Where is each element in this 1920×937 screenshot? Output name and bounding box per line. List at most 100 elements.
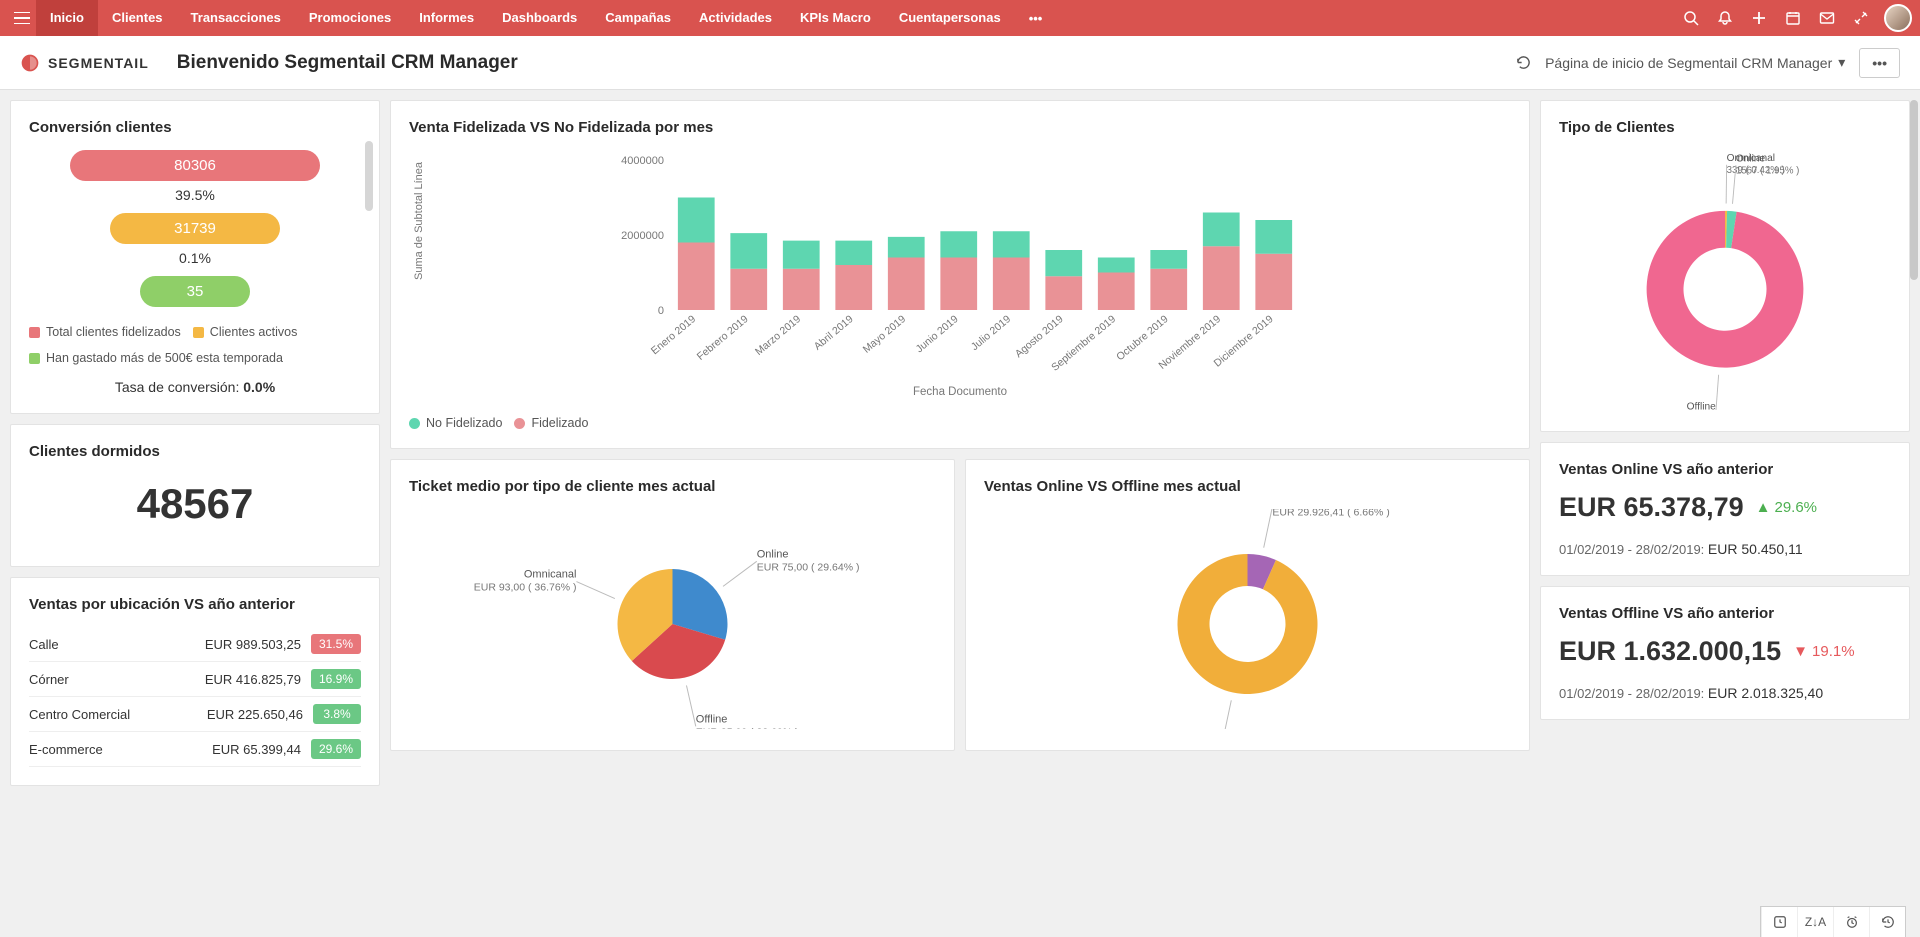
- logo-icon: [20, 53, 40, 73]
- nav-item-cuentapersonas[interactable]: Cuentapersonas: [885, 0, 1015, 36]
- svg-text:2000000: 2000000: [621, 230, 664, 242]
- tools-icon[interactable]: [1846, 3, 1876, 33]
- dashboard-content: Conversión clientes 80306 39.5% 31739 0.1% 3…: [0, 90, 1920, 937]
- conversion-bar-2: 35: [140, 276, 250, 307]
- svg-text:EUR 29.926,41 ( 6.66% ): EUR 29.926,41 ( 6.66% ): [1272, 509, 1389, 519]
- nav-item-informes[interactable]: Informes: [405, 0, 488, 36]
- bar-legend-1: Fidelizado: [514, 416, 588, 430]
- toolbar-sort-icon[interactable]: Z↓A: [1797, 907, 1833, 937]
- sleeping-title: Clientes dormidos: [29, 443, 361, 460]
- kpi-online-delta-value: 29.6%: [1774, 499, 1817, 516]
- menu-icon[interactable]: [8, 4, 36, 32]
- card-ticket-pie: Ticket medio por tipo de cliente mes act…: [390, 459, 955, 751]
- card-locations: Ventas por ubicación VS año anterior Cal…: [10, 577, 380, 786]
- page-title: Bienvenido Segmentail CRM Manager: [177, 52, 518, 74]
- home-page-label: Página de inicio de Segmentail CRM Manag…: [1545, 55, 1832, 71]
- card-kpi-online: Ventas Online VS año anterior EUR 65.378…: [1540, 442, 1910, 576]
- kpi-offline-value: EUR 1.632.000,15: [1559, 636, 1781, 667]
- card-conversion: Conversión clientes 80306 39.5% 31739 0.1% 3…: [10, 100, 380, 414]
- x-axis-label: Fecha Documento: [409, 386, 1511, 398]
- nav-item-kpis macro[interactable]: KPIs Macro: [786, 0, 885, 36]
- nav-item-transacciones[interactable]: Transacciones: [177, 0, 295, 36]
- bar-legend-0: No Fidelizado: [409, 416, 502, 430]
- nav-item-campañas[interactable]: Campañas: [591, 0, 685, 36]
- y-axis-label: Suma de Subtotal Línea: [413, 162, 425, 280]
- tipo-title: Tipo de Clientes: [1559, 119, 1891, 136]
- nav-more-button[interactable]: •••: [1015, 11, 1057, 26]
- brand-text: SEGMENTAIL: [48, 55, 149, 71]
- monthly-chart-title: Venta Fidelizada VS No Fidelizada por me…: [409, 119, 1511, 136]
- locations-title: Ventas por ubicación VS año anterior: [29, 596, 361, 613]
- conversion-legend-2: Han gastado más de 500€ esta temporada: [29, 351, 283, 365]
- ventas-donut-chart: OnlineEUR 29.926,41 ( 6.66% )OfflineEUR …: [984, 509, 1511, 729]
- page-scrollbar[interactable]: [1910, 100, 1918, 280]
- stacked-bar-chart: 020000004000000Enero 2019Febrero 2019Mar…: [409, 150, 1511, 380]
- kpi-online-value: EUR 65.378,79: [1559, 492, 1744, 523]
- sleeping-value: 48567: [29, 480, 361, 528]
- calendar-icon[interactable]: [1778, 3, 1808, 33]
- kpi-online-prev: EUR 50.450,11: [1708, 541, 1803, 557]
- card-ventas-donut: Ventas Online VS Offline mes actual Onli…: [965, 459, 1530, 751]
- nav-item-inicio[interactable]: Inicio: [36, 0, 98, 36]
- nav-item-actividades[interactable]: Actividades: [685, 0, 786, 36]
- svg-text:Online: Online: [1736, 154, 1766, 165]
- conversion-pct-1: 0.1%: [29, 250, 361, 266]
- conversion-rate-value: 0.0%: [243, 379, 275, 395]
- kpi-offline-period: 01/02/2019 - 28/02/2019:: [1559, 686, 1704, 701]
- home-page-selector[interactable]: Página de inicio de Segmentail CRM Manag…: [1545, 54, 1845, 71]
- svg-text:Agosto 2019: Agosto 2019: [1013, 313, 1066, 360]
- conversion-legend-1: Clientes activos: [193, 325, 298, 339]
- conversion-title: Conversión clientes: [29, 119, 361, 136]
- conversion-rate-label: Tasa de conversión:: [115, 379, 243, 395]
- chevron-down-icon: ▾: [1838, 54, 1845, 71]
- user-avatar[interactable]: [1884, 4, 1912, 32]
- top-nav: InicioClientesTransaccionesPromocionesIn…: [0, 0, 1920, 36]
- svg-text:Marzo 2019: Marzo 2019: [753, 313, 803, 358]
- toolbar-alarm-icon[interactable]: [1833, 907, 1869, 937]
- location-row-3: E-commerceEUR 65.399,4429.6%: [29, 732, 361, 767]
- toolbar-history-icon[interactable]: [1869, 907, 1905, 937]
- card-kpi-offline: Ventas Offline VS año anterior EUR 1.632…: [1540, 586, 1910, 720]
- card-monthly-sales-chart: Venta Fidelizada VS No Fidelizada por me…: [390, 100, 1530, 449]
- card-scrollbar[interactable]: [365, 141, 373, 211]
- more-actions-button[interactable]: •••: [1859, 48, 1900, 78]
- svg-text:Julio 2019: Julio 2019: [969, 313, 1014, 353]
- svg-text:4000000: 4000000: [621, 155, 664, 167]
- kpi-online-period: 01/02/2019 - 28/02/2019:: [1559, 542, 1704, 557]
- svg-text:1567 ( 1.95% ): 1567 ( 1.95% ): [1736, 166, 1799, 177]
- conversion-bar-0: 80306: [70, 150, 320, 181]
- kpi-offline-title: Ventas Offline VS año anterior: [1559, 605, 1891, 622]
- svg-text:EUR 93,00 ( 36.76% ): EUR 93,00 ( 36.76% ): [474, 582, 577, 594]
- bell-icon[interactable]: [1710, 3, 1740, 33]
- svg-text:EUR 85,00 ( 33.60% ): EUR 85,00 ( 33.60% ): [696, 726, 799, 729]
- svg-text:Abril 2019: Abril 2019: [812, 313, 856, 353]
- nav-tabs: InicioClientesTransaccionesPromocionesIn…: [36, 0, 1015, 36]
- svg-text:0: 0: [658, 305, 664, 317]
- kpi-online-sub: 01/02/2019 - 28/02/2019: EUR 50.450,11: [1559, 541, 1891, 557]
- ventas-donut-title: Ventas Online VS Offline mes actual: [984, 478, 1511, 495]
- ticket-pie-chart: OnlineEUR 75,00 ( 29.64% )OfflineEUR 85,…: [409, 509, 936, 729]
- svg-text:Octubre 2019: Octubre 2019: [1114, 313, 1171, 363]
- plus-icon[interactable]: [1744, 3, 1774, 33]
- brand-logo[interactable]: SEGMENTAIL: [20, 53, 149, 73]
- svg-text:Offline: Offline: [1687, 402, 1716, 410]
- refresh-icon[interactable]: [1516, 55, 1531, 70]
- nav-item-promociones[interactable]: Promociones: [295, 0, 405, 36]
- kpi-offline-sub: 01/02/2019 - 28/02/2019: EUR 2.018.325,4…: [1559, 685, 1891, 701]
- nav-item-clientes[interactable]: Clientes: [98, 0, 177, 36]
- location-row-0: CalleEUR 989.503,2531.5%: [29, 627, 361, 662]
- svg-text:Offline: Offline: [696, 713, 728, 725]
- mail-icon[interactable]: [1812, 3, 1842, 33]
- toolbar-clock-icon[interactable]: [1761, 907, 1797, 937]
- conversion-legend-0: Total clientes fidelizados: [29, 325, 181, 339]
- svg-text:Mayo 2019: Mayo 2019: [861, 313, 909, 356]
- kpi-online-title: Ventas Online VS año anterior: [1559, 461, 1891, 478]
- svg-text:Omnicanal: Omnicanal: [524, 569, 577, 581]
- conversion-rate: Tasa de conversión: 0.0%: [29, 379, 361, 395]
- ticket-pie-title: Ticket medio por tipo de cliente mes act…: [409, 478, 936, 495]
- search-icon[interactable]: [1676, 3, 1706, 33]
- conversion-pct-0: 39.5%: [29, 187, 361, 203]
- conversion-bar-1: 31739: [110, 213, 280, 244]
- nav-item-dashboards[interactable]: Dashboards: [488, 0, 591, 36]
- svg-text:Enero 2019: Enero 2019: [649, 313, 698, 357]
